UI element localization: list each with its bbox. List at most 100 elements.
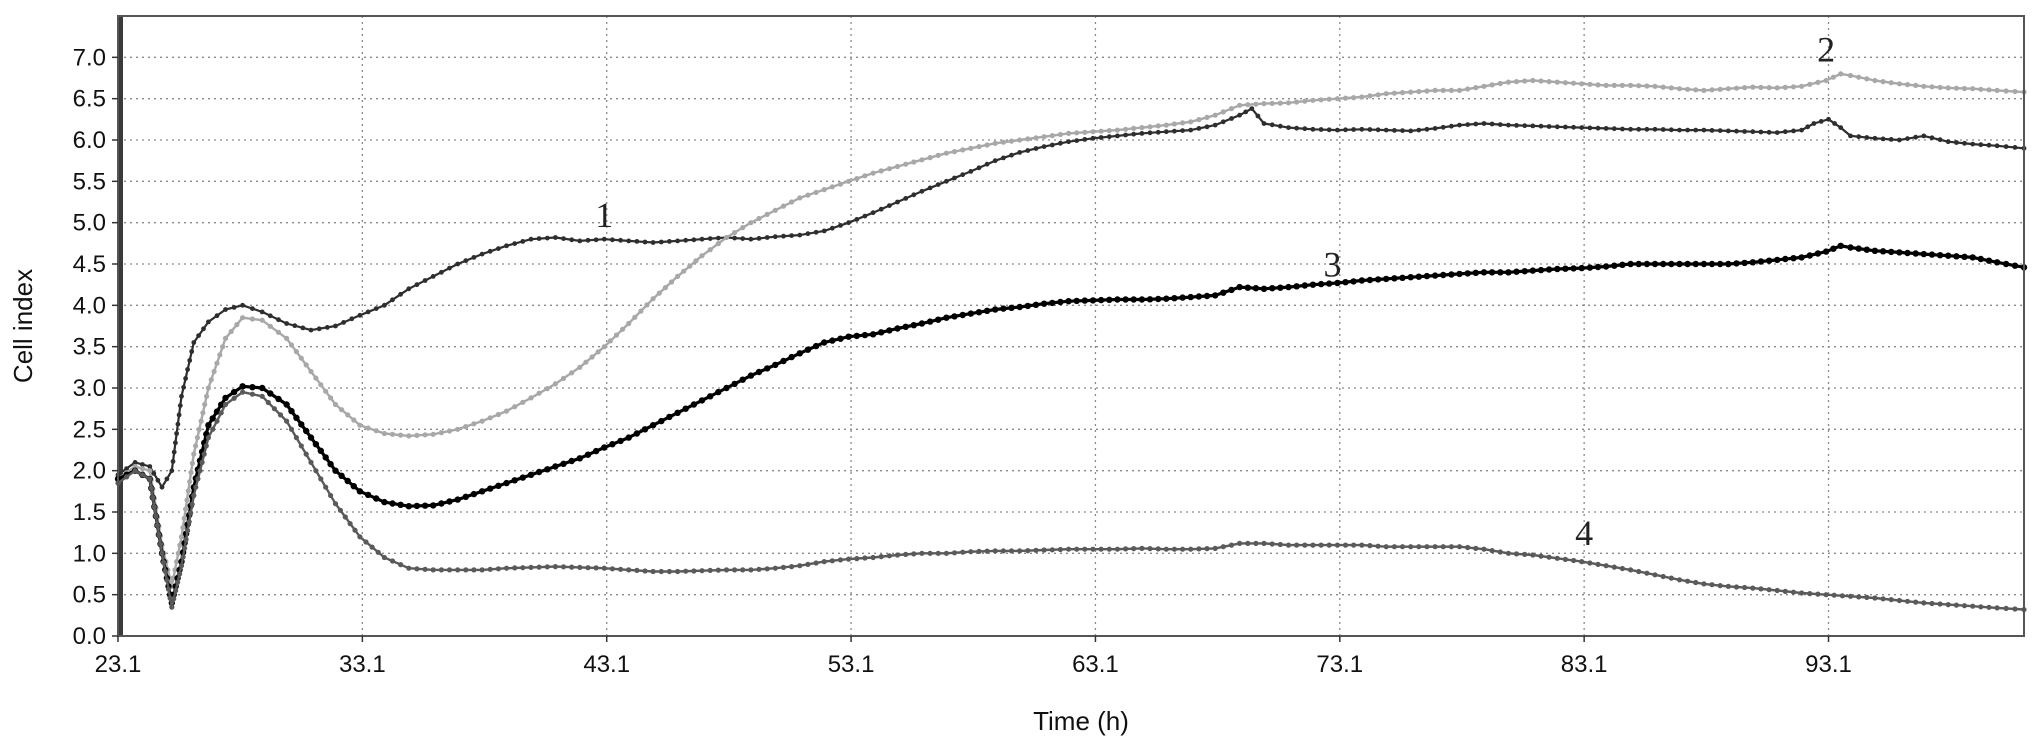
series-point-4 xyxy=(1921,600,1927,606)
series-point-1 xyxy=(642,239,648,245)
series-point-3 xyxy=(1806,252,1814,259)
series-point-2 xyxy=(1049,133,1055,139)
series-point-2 xyxy=(240,315,246,321)
series-point-1 xyxy=(231,305,237,310)
series-point-2 xyxy=(471,421,477,427)
series-point-1 xyxy=(1832,121,1837,126)
series-1 xyxy=(115,106,2027,490)
series-point-2 xyxy=(298,355,304,361)
series-point-2 xyxy=(740,225,746,231)
series-point-1 xyxy=(455,261,461,267)
series-point-2 xyxy=(1318,97,1324,103)
series-point-2 xyxy=(813,189,819,195)
series-point-4 xyxy=(162,568,168,574)
series-point-3 xyxy=(1879,248,1887,255)
series-point-2 xyxy=(1603,82,1609,88)
series-point-1 xyxy=(1473,121,1479,127)
series-point-1 xyxy=(805,231,811,237)
series-point-3 xyxy=(381,498,388,506)
series-point-4 xyxy=(740,567,746,573)
series-point-2 xyxy=(1351,95,1357,101)
series-point-3 xyxy=(1765,257,1773,264)
series-point-2 xyxy=(313,375,319,381)
series-point-4 xyxy=(1660,573,1666,580)
series-point-3 xyxy=(845,333,852,340)
series-point-2 xyxy=(1220,109,1226,115)
series-point-3 xyxy=(1195,293,1203,300)
series-point-4 xyxy=(2003,605,2009,612)
series-point-4 xyxy=(1904,598,1911,604)
series-point-3 xyxy=(1220,289,1227,296)
series-point-4 xyxy=(1497,549,1503,555)
series-point-4 xyxy=(308,459,314,465)
series-point-1 xyxy=(1838,125,1844,130)
series-point-3 xyxy=(788,353,795,361)
series-point-1 xyxy=(179,393,184,399)
series-point-4 xyxy=(1790,589,1797,595)
series-point-4 xyxy=(1196,546,1202,552)
series-point-2 xyxy=(577,364,583,370)
series-point-4 xyxy=(536,564,542,570)
series-point-1 xyxy=(1880,136,1886,142)
series-point-3 xyxy=(438,500,445,507)
series-point-1 xyxy=(512,241,518,247)
series-point-1 xyxy=(324,325,330,330)
series-point-4 xyxy=(1025,548,1031,554)
series-point-2 xyxy=(1880,79,1886,85)
series-point-3 xyxy=(682,405,689,412)
series-point-2 xyxy=(1285,100,1292,106)
series-point-4 xyxy=(650,568,656,575)
series-point-1 xyxy=(1367,127,1373,132)
series-point-3 xyxy=(1513,268,1520,275)
series-point-3 xyxy=(344,477,351,485)
series-point-2 xyxy=(1522,78,1528,84)
series-point-2 xyxy=(1693,87,1699,93)
series-point-3 xyxy=(772,361,779,369)
series-point-2 xyxy=(837,181,844,187)
series-point-2 xyxy=(1408,89,1414,95)
series-point-4 xyxy=(487,566,493,572)
series-point-1 xyxy=(1416,127,1422,133)
series-point-3 xyxy=(478,488,486,495)
series-point-1 xyxy=(1025,148,1031,153)
series-point-2 xyxy=(1750,84,1756,90)
series-point-4 xyxy=(1277,541,1283,548)
series-point-4 xyxy=(147,476,153,482)
series-point-1 xyxy=(1742,129,1747,134)
series-point-4 xyxy=(2012,606,2018,612)
series-point-4 xyxy=(231,395,237,401)
series-point-1 xyxy=(177,403,183,408)
series-point-4 xyxy=(935,550,941,556)
series-point-1 xyxy=(406,286,412,292)
series-point-2 xyxy=(854,176,860,182)
series-point-2 xyxy=(1440,87,1446,93)
series-point-4 xyxy=(894,552,901,558)
series-point-3 xyxy=(1888,248,1895,256)
series-point-3 xyxy=(1016,303,1023,311)
series-3 xyxy=(114,242,2028,607)
series-point-2 xyxy=(1326,96,1332,102)
series-point-3 xyxy=(1822,248,1830,255)
series-point-3 xyxy=(902,323,909,330)
series-point-4 xyxy=(1432,544,1438,550)
series-point-4 xyxy=(156,532,162,538)
series-point-4 xyxy=(723,567,730,573)
series-point-4 xyxy=(277,412,284,418)
series-point-1 xyxy=(155,477,161,483)
series-point-2 xyxy=(1481,83,1487,89)
series-point-1 xyxy=(1978,142,1984,148)
series-point-2 xyxy=(455,426,461,432)
series-point-1 xyxy=(691,237,697,243)
series-point-4 xyxy=(1668,575,1674,581)
series-point-3 xyxy=(601,444,608,451)
y-tick-label: 4.0 xyxy=(73,292,106,319)
series-point-4 xyxy=(1782,588,1788,595)
series-point-1 xyxy=(1335,127,1340,133)
series-point-2 xyxy=(1636,83,1642,89)
series-point-2 xyxy=(805,192,811,198)
series-point-2 xyxy=(214,360,220,366)
series-point-4 xyxy=(1587,560,1593,566)
series-point-3 xyxy=(935,316,942,323)
curve-label-4: 4 xyxy=(1575,513,1593,553)
